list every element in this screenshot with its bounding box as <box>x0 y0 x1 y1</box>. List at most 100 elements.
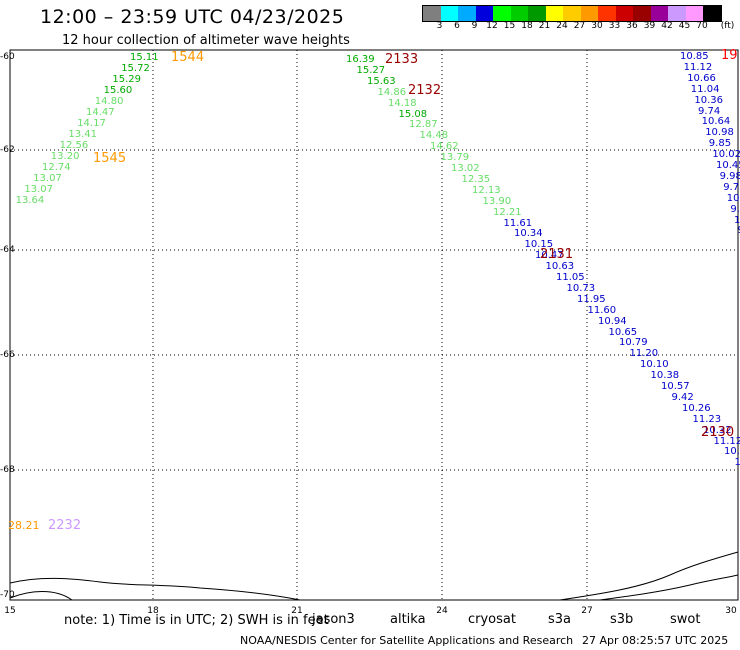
wave-height-value: 12.13 <box>472 184 501 196</box>
scale-label: 27 <box>573 21 586 31</box>
scale-swatch <box>703 6 721 21</box>
time-tag: 2133 <box>385 52 419 67</box>
wave-height-value: 13.79 <box>440 152 470 164</box>
wave-height-value: 10.13 <box>724 446 740 458</box>
wave-height-value: 15.63 <box>367 75 396 87</box>
wave-height-value: 10.85 <box>680 51 709 62</box>
scale-label: 70 <box>696 21 708 31</box>
lat-label: -64 <box>0 245 15 255</box>
wave-height-value: 12.74 <box>42 162 71 173</box>
wave-height-value: 10.73 <box>566 282 596 294</box>
wave-height-value: 13.02 <box>451 163 480 174</box>
scale-swatch <box>423 6 441 21</box>
lat-label: -70 <box>0 590 15 600</box>
wave-height-value: 14.18 <box>388 97 417 109</box>
wave-height-value: 11.12 <box>713 435 740 447</box>
lon-label: 15 <box>4 606 16 616</box>
wave-height-value: 10.26 <box>682 402 711 414</box>
wave-height-value: 14.47 <box>86 107 115 118</box>
wave-height-value: 10.38 <box>650 370 680 382</box>
lon-label: 21 <box>291 606 303 616</box>
wave-height-value: 10.1 <box>734 214 740 226</box>
scale-swatch <box>475 6 493 21</box>
page-subtitle: 12 hour collection of altimeter wave hei… <box>62 33 350 48</box>
wave-height-value: 10.94 <box>598 315 627 327</box>
scale-swatch <box>668 6 686 21</box>
wave-height-value: 15.11 <box>130 52 159 63</box>
wave-height-value: 10.47 <box>535 250 564 262</box>
wave-height-value: 10.66 <box>687 72 716 84</box>
wave-height-value: 14.80 <box>94 96 124 107</box>
lat-label: -62 <box>0 145 15 155</box>
generated-timestamp: 27 Apr 08:25:57 UTC 2025 <box>582 634 729 647</box>
scale-label: 39 <box>643 21 656 31</box>
lon-label: 24 <box>436 606 448 616</box>
wave-height-value: 15.27 <box>356 64 386 76</box>
time-tag: 2131 <box>540 247 574 262</box>
scale-label: 24 <box>556 21 568 31</box>
wave-height-value: 28.21 <box>8 519 40 532</box>
wave-height-value: 10.02 <box>712 149 740 161</box>
wave-height-value: 11.20 <box>629 348 659 360</box>
wave-height-value: 11.12 <box>683 61 713 73</box>
grid-lines <box>10 50 738 600</box>
scale-swatch <box>440 6 458 21</box>
scale-label: 21 <box>538 21 551 31</box>
scale-swatch <box>580 6 598 21</box>
scale-swatch <box>510 6 528 21</box>
wave-height-value: 11.95 <box>577 293 606 305</box>
wave-height-value: 15.08 <box>398 108 428 120</box>
scale-swatch <box>458 6 476 21</box>
wave-height-value: 9.98 <box>719 170 740 182</box>
time-tag: 1545 <box>93 151 127 166</box>
wave-height-value: 10.25 <box>726 192 740 204</box>
wave-height-value: 12.35 <box>461 173 491 185</box>
scale-swatch <box>528 6 546 21</box>
wave-height-value: 9.75 <box>723 181 740 193</box>
scale-swatch <box>650 6 668 21</box>
wave-height-value: 14.86 <box>377 86 407 98</box>
scale-label: 36 <box>626 21 638 31</box>
scale-swatch <box>545 6 563 21</box>
scale-swatch <box>633 6 651 21</box>
scale-swatch <box>615 6 633 21</box>
wave-height-value: 9.74 <box>698 105 721 117</box>
wave-height-value: 13.64 <box>15 195 45 206</box>
time-tag: 2132 <box>408 83 442 98</box>
wave-height-value: 13.90 <box>482 195 512 207</box>
wave-height-value: 10.34 <box>514 228 543 240</box>
wave-height-value: 10.32 <box>703 424 732 436</box>
lon-label: 27 <box>581 606 593 616</box>
wave-height-value: 10.36 <box>694 94 724 106</box>
scale-swatch <box>493 6 511 21</box>
lon-label: 30 <box>725 606 737 616</box>
wave-height-value: 10.79 <box>619 337 648 349</box>
wave-height-value: 15.72 <box>121 63 150 74</box>
wave-height-value: 10.65 <box>608 326 638 338</box>
scale-label: 6 <box>454 21 460 31</box>
time-tag: 2232 <box>48 518 82 533</box>
wave-height-value: 10.64 <box>701 116 731 128</box>
wave-height-value: 12.56 <box>59 140 89 151</box>
scale-label: 15 <box>503 21 516 31</box>
wave-height-value: 13.07 <box>24 184 54 195</box>
wave-height-value: 10.15 <box>524 239 554 251</box>
sat-label-cryosat: cryosat <box>468 612 516 627</box>
coastline <box>9 551 739 601</box>
scale-swatch <box>563 6 581 21</box>
sat-label-swot: swot <box>670 612 701 627</box>
wave-height-value: 15.60 <box>103 85 133 96</box>
wave-height-value: 16.39 <box>346 54 375 65</box>
wave-height-value: 11.23 <box>692 413 722 425</box>
page-title: 12:00 – 23:59 UTC 04/23/2025 <box>40 6 345 28</box>
lat-label: -68 <box>0 465 15 475</box>
map-frame <box>9 49 739 601</box>
wave-height-value: 10.10 <box>640 359 669 371</box>
wave-height-value: 11.60 <box>587 304 617 316</box>
wave-height-value: 13.20 <box>50 151 80 162</box>
sat-label-s3a: s3a <box>548 612 572 627</box>
wave-height-value: 14.48 <box>419 130 449 142</box>
credit-text: NOAA/NESDIS Center for Satellite Applica… <box>240 634 574 647</box>
wave-height-value: 10.57 <box>661 381 690 392</box>
